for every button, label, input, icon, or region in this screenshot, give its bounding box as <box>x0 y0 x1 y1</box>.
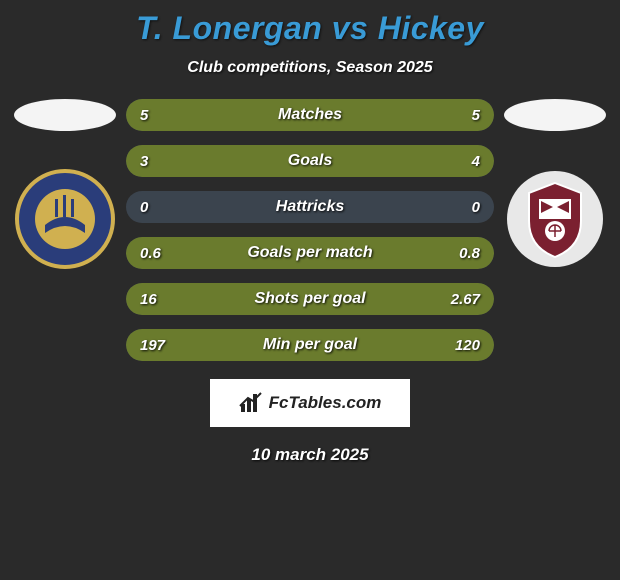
stat-row: 0.6 Goals per match 0.8 <box>126 237 494 269</box>
footer-date: 10 march 2025 <box>251 445 368 465</box>
stat-row: 16 Shots per goal 2.67 <box>126 283 494 315</box>
branding-text: FcTables.com <box>269 393 382 413</box>
right-player-col <box>500 99 610 269</box>
stat-value-left: 0.6 <box>140 245 161 262</box>
stat-label: Matches <box>278 106 342 124</box>
stat-value-left: 197 <box>140 337 165 354</box>
comparison-row: 5 Matches 5 3 Goals 4 0 Hattricks 0 <box>0 99 620 361</box>
stat-label: Goals <box>288 152 332 170</box>
branding-box: FcTables.com <box>210 379 410 427</box>
stat-label: Goals per match <box>247 244 372 262</box>
flag-icon-left <box>14 99 116 131</box>
stat-value-left: 16 <box>140 291 157 308</box>
stat-row: 0 Hattricks 0 <box>126 191 494 223</box>
stat-value-left: 3 <box>140 153 148 170</box>
stat-value-left: 0 <box>140 199 148 216</box>
club-badge-right <box>505 169 605 269</box>
branding-chart-icon <box>239 392 265 414</box>
stat-label: Shots per goal <box>254 290 365 308</box>
stat-value-right: 5 <box>472 107 480 124</box>
stat-label: Hattricks <box>276 198 344 216</box>
stat-row: 5 Matches 5 <box>126 99 494 131</box>
left-player-col <box>10 99 120 269</box>
flag-icon-right <box>504 99 606 131</box>
stat-value-right: 0 <box>472 199 480 216</box>
stat-row: 197 Min per goal 120 <box>126 329 494 361</box>
club-badge-left <box>15 169 115 269</box>
subtitle: Club competitions, Season 2025 <box>187 59 432 77</box>
stat-row: 3 Goals 4 <box>126 145 494 177</box>
stat-value-right: 120 <box>455 337 480 354</box>
club-crest-left-icon <box>15 169 115 269</box>
stats-column: 5 Matches 5 3 Goals 4 0 Hattricks 0 <box>120 99 500 361</box>
stat-value-right: 4 <box>472 153 480 170</box>
club-crest-right-icon <box>505 169 605 269</box>
page-title: T. Lonergan vs Hickey <box>136 10 484 47</box>
stat-value-right: 0.8 <box>459 245 480 262</box>
stat-label: Min per goal <box>263 336 357 354</box>
stat-value-left: 5 <box>140 107 148 124</box>
stat-value-right: 2.67 <box>451 291 480 308</box>
